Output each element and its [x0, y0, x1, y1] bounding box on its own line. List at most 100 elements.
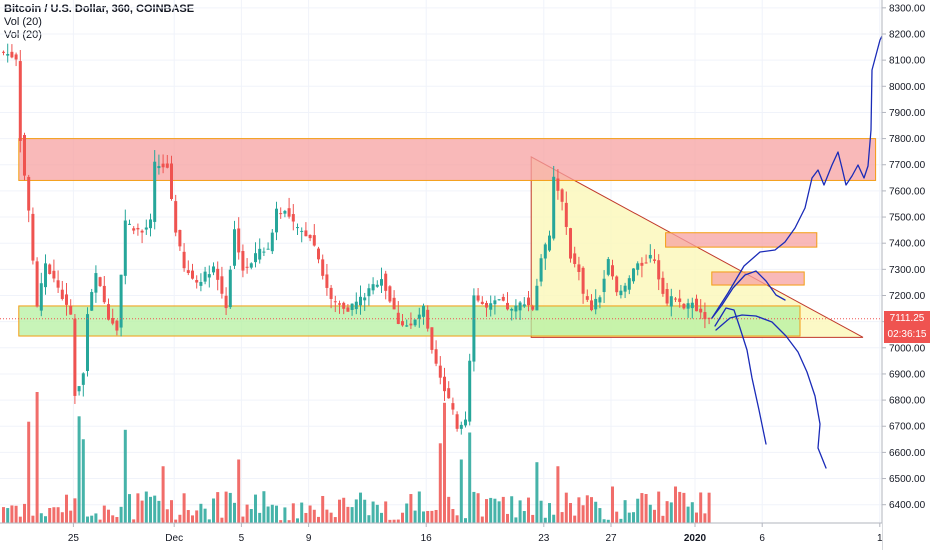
candle-body — [65, 294, 68, 305]
candle-body — [644, 262, 648, 264]
volume-bar — [52, 507, 56, 527]
candle-body — [111, 318, 115, 324]
bear-path-1 — [714, 307, 767, 445]
volume-bar — [128, 494, 131, 527]
volume-bar — [325, 509, 329, 527]
candle-body — [501, 296, 505, 301]
volume-bar — [539, 500, 543, 527]
volume-bar — [598, 508, 602, 527]
candle-body — [216, 268, 220, 280]
volume-bar — [262, 491, 266, 527]
candle-body — [413, 319, 417, 326]
candle-body — [228, 269, 232, 308]
volume-bar — [375, 504, 379, 527]
volume-bar — [354, 499, 358, 527]
volume-bar — [346, 506, 350, 527]
volume-bar — [31, 515, 35, 527]
volume-bar — [39, 513, 43, 527]
volume-bar — [144, 491, 148, 527]
volume-legend-2: Vol (20) — [4, 29, 42, 41]
candle-body — [107, 304, 110, 320]
candle-body — [73, 318, 77, 396]
candle-body — [338, 303, 341, 305]
price-tick-label: 8300.00 — [889, 3, 926, 14]
volume-bar — [627, 512, 631, 527]
candle-body — [144, 227, 148, 230]
candle-body — [224, 295, 228, 309]
volume-bar — [455, 515, 459, 527]
volume-bar — [678, 491, 682, 527]
candle-body — [241, 251, 245, 271]
candle-body — [653, 259, 656, 261]
candle-body — [619, 290, 623, 296]
candle-body — [438, 365, 442, 378]
volume-bar — [220, 517, 224, 527]
candle-body — [35, 261, 39, 307]
candle-body — [359, 296, 362, 306]
volume-bar — [514, 517, 518, 527]
volume-bar — [224, 491, 228, 527]
volume-bar — [674, 486, 677, 527]
candle-body — [123, 220, 127, 276]
candle-body — [136, 227, 140, 230]
candle-body — [304, 230, 308, 237]
resistance-zone-small-upper — [665, 232, 818, 248]
volume-bar — [640, 493, 644, 527]
zones — [18, 138, 877, 338]
time-tick-label: 16 — [421, 533, 433, 544]
time-axis-bg — [0, 523, 882, 550]
volume-bar — [107, 509, 110, 527]
volume-bar — [657, 491, 661, 527]
time-tick-label: 23 — [538, 533, 550, 544]
volume-bar — [182, 493, 186, 527]
volume-bar — [178, 514, 182, 527]
volume-bar — [569, 503, 572, 527]
candle-body — [212, 266, 215, 273]
candle-body — [287, 208, 291, 217]
price-tick-label: 7700.00 — [889, 160, 926, 171]
price-tick-label: 6600.00 — [889, 448, 926, 459]
volume-bar — [699, 492, 703, 527]
volume-bar — [422, 511, 425, 527]
volume-bar — [493, 498, 497, 527]
candles — [0, 43, 882, 435]
volume-bar — [615, 511, 619, 527]
candle-body — [195, 280, 199, 283]
candle-body — [627, 278, 631, 290]
price-tick-label: 7600.00 — [889, 186, 926, 197]
volume-bar — [94, 513, 98, 527]
candle-body — [405, 325, 409, 327]
volume-bar — [485, 499, 488, 527]
volume-bar — [245, 504, 249, 527]
candle-body — [249, 263, 253, 268]
candle-body — [396, 312, 400, 324]
candle-body — [371, 284, 375, 291]
candle-body — [640, 262, 644, 266]
volume-bar — [506, 513, 509, 527]
candle-body — [308, 234, 312, 239]
volume-bar — [468, 432, 472, 527]
price-tick-label: 7800.00 — [889, 134, 926, 145]
volume-bar — [522, 511, 526, 527]
volume-bar — [161, 466, 165, 527]
volume-bar — [426, 510, 430, 527]
volume-bar — [623, 500, 627, 527]
volume-bar — [497, 501, 501, 527]
candle-body — [468, 360, 472, 422]
candle-body — [564, 202, 568, 227]
volume-bar — [258, 512, 262, 527]
candle-body — [602, 278, 606, 293]
candle-body — [128, 223, 131, 225]
candle-body — [350, 303, 354, 310]
volume-bar — [443, 402, 446, 527]
price-tick-label: 7300.00 — [889, 265, 926, 276]
volume-bar — [636, 498, 640, 527]
chart-title: Bitcoin / U.S. Dollar, 360, COINBASE — [4, 3, 195, 15]
candle-body — [464, 419, 467, 426]
volume-bar — [695, 512, 698, 527]
candle-body — [632, 268, 635, 282]
candle-body — [518, 302, 522, 311]
candle-body — [140, 230, 144, 233]
candle-body — [191, 270, 194, 279]
